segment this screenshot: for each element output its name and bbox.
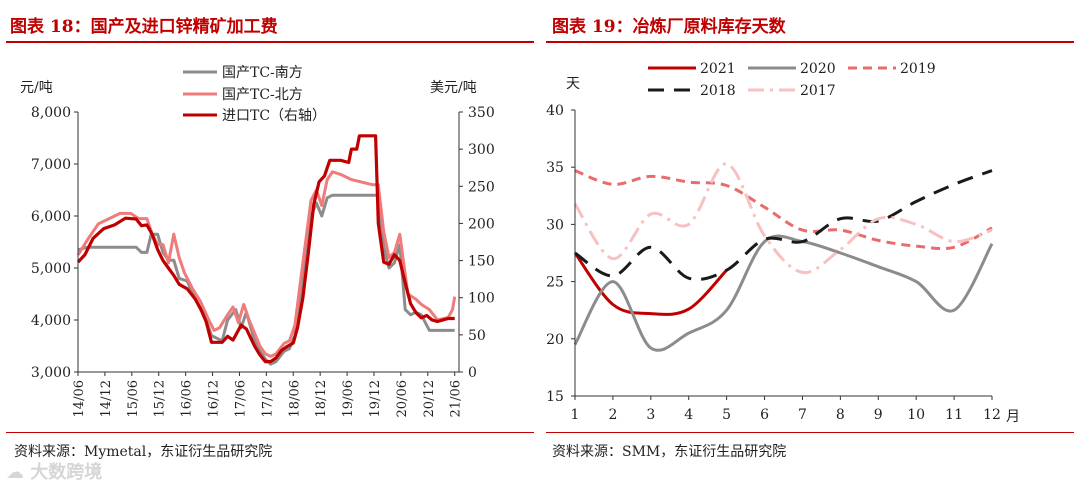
- right-tick-label: 250: [468, 179, 495, 195]
- source-note: 资料来源：SMM，东证衍生品研究院: [552, 444, 787, 460]
- x-tick-label: 16/12: [207, 380, 222, 417]
- legend-label-2017: 2017: [800, 83, 836, 99]
- legend-label-2019: 2019: [900, 61, 936, 77]
- series-line-2020: [573, 234, 994, 352]
- chart-title-18: 图表 18：国产及进口锌精矿加工费: [10, 17, 278, 37]
- title-rule: [546, 41, 1074, 43]
- x-tick-label: 6: [760, 407, 769, 423]
- series-line-2021: [573, 252, 728, 316]
- x-tick-label: 8: [836, 407, 845, 423]
- legend-label-2020: 2020: [800, 61, 836, 77]
- x-tick-label: 14/06: [72, 380, 87, 417]
- series-line-2018: [574, 169, 993, 281]
- legend: 2021 2020 2019 2018 2017: [648, 61, 936, 99]
- source-rule: [546, 432, 1074, 433]
- source-note: 资料来源：Mymetal，东证衍生品研究院: [14, 444, 273, 460]
- left-tick-label: 3,000: [31, 365, 71, 381]
- chart-title-19: 图表 19：冶炼厂原料库存天数: [552, 17, 786, 37]
- legend: 国产TC-南方 国产TC-北方 进口TC（右轴）: [183, 65, 326, 124]
- y-tick-label: 20: [546, 332, 564, 348]
- left-tick-label: 7,000: [31, 157, 71, 173]
- chart-panel-18: 图表 18：国产及进口锌精矿加工费 3,000 4,000 5,000 6,000 7,…: [6, 17, 534, 484]
- y-tick-label: 40: [546, 103, 564, 119]
- x-tick-label: 17/06: [233, 380, 248, 417]
- series-line-2019: [574, 169, 993, 251]
- x-tick-label: 20/12: [422, 380, 437, 417]
- left-axis-label: 元/吨: [20, 80, 53, 96]
- x-tick-label: 3: [646, 407, 655, 423]
- x-tick-label: 9: [874, 407, 883, 423]
- x-tick-label: 16/06: [180, 380, 195, 417]
- x-tick-label: 10: [907, 407, 925, 423]
- x-axis-label: 月: [1006, 409, 1020, 425]
- legend-label-import: 进口TC（右轴）: [222, 108, 326, 124]
- series-line-1: [76, 170, 457, 358]
- watermark: ☁ 大数跨境: [6, 458, 102, 484]
- title-rule: [6, 41, 534, 43]
- x-tick-label: 11: [945, 407, 963, 423]
- legend-label-2018: 2018: [700, 83, 736, 99]
- y-tick-label: 35: [546, 160, 564, 176]
- x-tick-label: 12: [983, 407, 1001, 423]
- y-tick-label: 25: [546, 275, 564, 291]
- right-tick-label: 200: [468, 216, 495, 232]
- right-tick-label: 150: [468, 254, 495, 270]
- x-tick-label: 4: [684, 407, 693, 423]
- legend-label-2021: 2021: [700, 61, 736, 77]
- x-tick-label: 14/12: [99, 380, 114, 417]
- left-tick-label: 5,000: [31, 261, 71, 277]
- x-tick-label: 17/12: [260, 380, 275, 417]
- series-line-2017: [573, 162, 993, 274]
- x-tick-label: 19/06: [341, 380, 356, 417]
- x-tick-label: 15/12: [153, 380, 168, 417]
- right-tick-label: 300: [468, 142, 495, 158]
- legend-label-south: 国产TC-南方: [222, 65, 303, 81]
- series-line-2: [76, 134, 455, 364]
- source-rule: [6, 432, 534, 433]
- x-tick-label: 18/12: [314, 380, 329, 417]
- tc-line-chart: 3,000 4,000 5,000 6,000 7,000 8,000 0 50 100 150 2…: [20, 65, 495, 417]
- x-tick-label: 1: [571, 407, 580, 423]
- left-tick-label: 6,000: [31, 209, 71, 225]
- watermark-logo-icon: ☁: [6, 462, 24, 483]
- right-tick-label: 0: [468, 365, 477, 381]
- left-tick-label: 4,000: [31, 313, 71, 329]
- watermark-text: 大数跨境: [30, 462, 103, 483]
- x-tick-label: 5: [722, 407, 731, 423]
- right-tick-label: 350: [468, 105, 495, 121]
- legend-label-north: 国产TC-北方: [222, 87, 303, 103]
- series-line-0: [77, 193, 455, 366]
- x-tick-label: 18/06: [287, 380, 302, 417]
- chart-panel-19: 图表 19：冶炼厂原料库存天数 15 20 25 30 35 40 1 2 3 4 5 6 7 8 9 10 1…: [540, 0, 1080, 492]
- right-tick-label: 100: [468, 291, 495, 307]
- x-tick-label: 19/12: [368, 380, 383, 417]
- x-tick-label: 15/06: [126, 380, 141, 417]
- x-tick-label: 20/06: [395, 380, 410, 417]
- x-tick-label: 21/06: [449, 380, 464, 417]
- x-tick-label: 7: [798, 407, 807, 423]
- left-tick-label: 8,000: [31, 105, 71, 121]
- x-tick-label: 2: [608, 407, 617, 423]
- y-axis-label: 天: [566, 76, 580, 92]
- right-axis-label: 美元/吨: [430, 80, 477, 96]
- y-tick-label: 30: [546, 217, 564, 233]
- right-tick-label: 50: [468, 328, 486, 344]
- y-tick-label: 15: [546, 389, 564, 405]
